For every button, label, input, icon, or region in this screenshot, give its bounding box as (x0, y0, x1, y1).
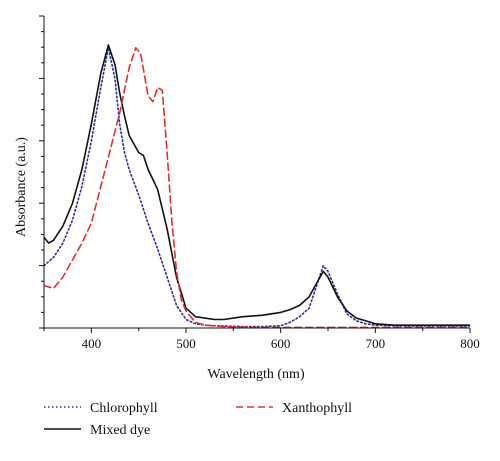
legend-label-mixed-dye: Mixed dye (90, 423, 150, 438)
x-tick-label-800: 800 (460, 336, 480, 351)
axes-layer: 400 500 600 700 800 (39, 15, 480, 351)
series-line-mixed-dye (44, 44, 470, 327)
x-tick-label-400: 400 (82, 336, 102, 351)
legend-item-xanthophyll: Xanthophyll (236, 401, 352, 416)
y-axis-title: Absorbance (a.u.) (14, 137, 29, 237)
legend-item-chlorophyll: Chlorophyll (44, 401, 158, 416)
series-line-chlorophyll (44, 46, 470, 328)
x-axis-title: Wavelength (nm) (207, 367, 305, 382)
x-tick-label-500: 500 (176, 336, 196, 351)
x-tick-label-700: 700 (366, 336, 386, 351)
x-tick-label-600: 600 (271, 336, 291, 351)
series-layer (44, 44, 470, 328)
legend: Chlorophyll Mixed dye Xanthophyll (44, 401, 352, 438)
legend-label-chlorophyll: Chlorophyll (90, 401, 158, 416)
series-line-xanthophyll (44, 46, 470, 328)
legend-label-xanthophyll: Xanthophyll (282, 401, 352, 416)
legend-item-mixed-dye: Mixed dye (44, 423, 150, 438)
